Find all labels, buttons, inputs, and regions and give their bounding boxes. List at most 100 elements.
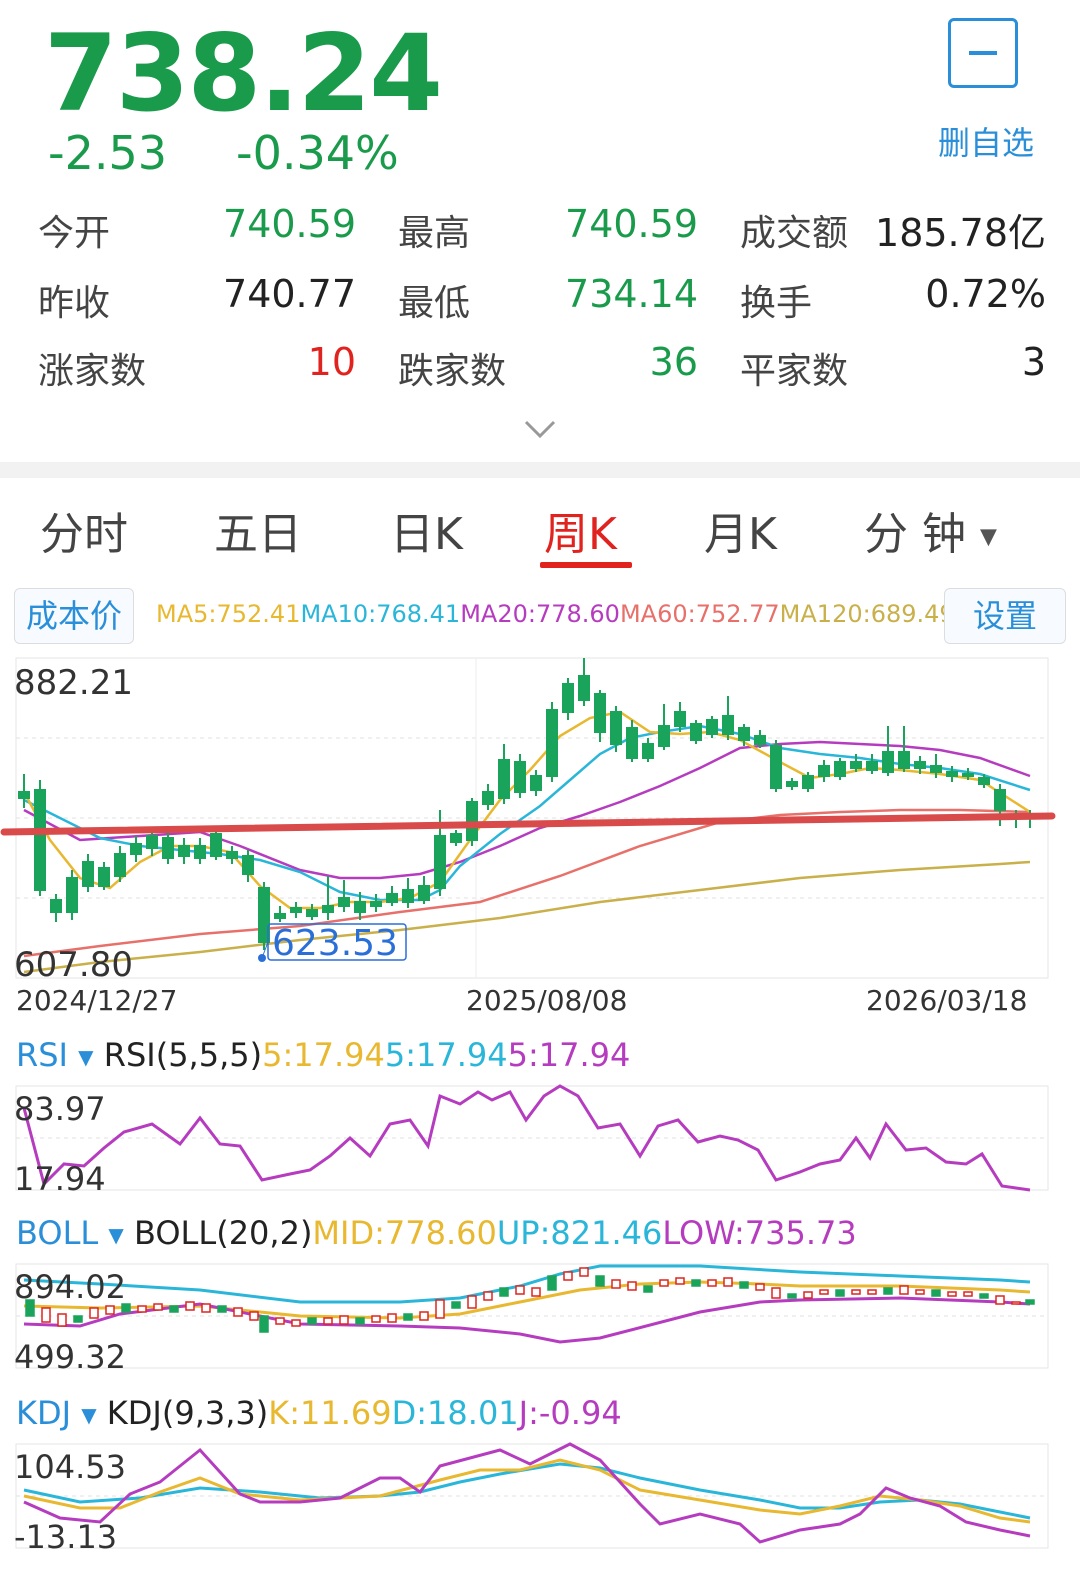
rsi-header: RSI ▼ RSI(5,5,5)5:17.945:17.945:17.94 — [16, 1036, 630, 1074]
tab-monthly-k[interactable]: 月K — [704, 509, 777, 560]
ma60-value: MA60:752.77 — [619, 600, 780, 628]
candle-body — [802, 775, 814, 789]
candle-body — [722, 715, 734, 735]
boll-mid: MID:778.60 — [312, 1214, 497, 1252]
rsi-dropdown-icon[interactable]: ▼ — [78, 1045, 94, 1069]
ma5-value: MA5:752.41 — [156, 600, 301, 628]
boll-candle — [451, 1301, 461, 1309]
settings-button[interactable]: 设置 — [944, 588, 1066, 644]
rsi-value-3: 5:17.94 — [507, 1036, 631, 1074]
candle-body — [514, 761, 526, 793]
boll-candle — [803, 1291, 813, 1299]
candle-body — [882, 751, 894, 773]
candle-body — [946, 771, 958, 777]
stat-value: 740.59 — [565, 202, 698, 246]
boll-candle — [899, 1285, 909, 1295]
boll-candle — [259, 1315, 269, 1333]
boll-candle — [867, 1289, 877, 1295]
boll-candle — [915, 1289, 925, 1295]
kdj-y-min: -13.13 — [14, 1518, 117, 1552]
boll-low: LOW:735.73 — [662, 1214, 857, 1252]
kline-x-label-end: 2026/03/18 — [866, 984, 1027, 1017]
boll-candle — [787, 1293, 797, 1299]
boll-candle — [547, 1275, 557, 1291]
tab-five-day[interactable]: 五日 — [214, 509, 302, 560]
boll-candle — [153, 1303, 163, 1311]
candle-body — [674, 711, 686, 727]
boll-candle — [563, 1271, 573, 1281]
boll-candle — [483, 1291, 493, 1301]
candle-body — [498, 759, 510, 799]
stat-value: 734.14 — [565, 272, 698, 316]
expand-chevron-icon[interactable] — [520, 408, 560, 448]
boll-candle — [201, 1303, 211, 1313]
cost-price-button[interactable]: 成本价 — [14, 588, 134, 644]
candle-body — [146, 835, 158, 849]
stat-value: 0.72% — [925, 272, 1046, 316]
candle-body — [706, 719, 718, 735]
boll-candle — [739, 1281, 749, 1289]
boll-up-line — [23, 1264, 1031, 1304]
remove-watchlist-label: 删自选 — [937, 124, 1034, 162]
candle-body — [818, 765, 830, 777]
kdj-dropdown-icon[interactable]: ▼ — [81, 1403, 97, 1427]
boll-candle — [323, 1317, 333, 1325]
rsi-params: RSI(5,5,5) — [103, 1036, 263, 1074]
candle-body — [642, 743, 654, 759]
kdj-y-max: 104.53 — [14, 1448, 126, 1486]
boll-candle — [371, 1315, 381, 1323]
candle-body — [658, 725, 670, 747]
kdj-chart: 104.53 -13.13 — [14, 1442, 1049, 1552]
boll-candle — [355, 1317, 365, 1325]
boll-candle — [185, 1301, 195, 1311]
kdj-selector[interactable]: KDJ — [16, 1394, 72, 1432]
candle-body — [290, 907, 302, 913]
boll-candle — [307, 1317, 317, 1325]
remove-watchlist-button[interactable]: 删自选 — [934, 14, 1034, 164]
boll-candle — [467, 1295, 477, 1309]
candle-body — [770, 745, 782, 789]
tab-minute[interactable]: 分时 — [40, 509, 128, 560]
candle-body — [322, 905, 334, 913]
stat-label: 最低 — [398, 283, 471, 324]
candle-body — [594, 693, 606, 733]
boll-dropdown-icon[interactable]: ▼ — [108, 1223, 124, 1247]
boll-candle — [169, 1305, 179, 1313]
candle-body — [418, 885, 430, 901]
candle-body — [18, 791, 30, 799]
candle-body — [786, 781, 798, 787]
tab-minutes-dropdown[interactable]: 分 钟 ▼ — [864, 498, 997, 562]
rsi-y-min: 17.94 — [14, 1160, 106, 1194]
candle-body — [738, 727, 750, 741]
candle-body — [626, 727, 638, 759]
kdj-j-line — [23, 1442, 1031, 1544]
stat-label: 跌家数 — [398, 351, 507, 392]
boll-candle — [819, 1289, 829, 1295]
ma120-line — [23, 860, 1031, 974]
boll-candle — [515, 1285, 525, 1295]
stat-value: 185.78亿 — [875, 211, 1046, 255]
kline-chart[interactable]: 623.53 882.21 607.80 2024/12/27 2025/08/… — [0, 650, 1080, 1022]
candle-body — [226, 851, 238, 859]
boll-candle — [419, 1311, 429, 1321]
candle-body — [994, 789, 1006, 811]
rsi-selector[interactable]: RSI — [16, 1036, 68, 1074]
boll-candle — [1025, 1299, 1035, 1305]
boll-candle — [105, 1305, 115, 1315]
candle-body — [98, 867, 110, 887]
tab-weekly-k[interactable]: 周K — [544, 509, 617, 560]
candle-body — [34, 789, 46, 891]
boll-selector[interactable]: BOLL — [16, 1214, 99, 1252]
dropdown-caret-icon: ▼ — [980, 524, 997, 550]
boll-candle — [1011, 1301, 1021, 1305]
boll-params: BOLL(20,2) — [133, 1214, 313, 1252]
boll-candle — [579, 1267, 589, 1277]
boll-candle — [707, 1279, 717, 1287]
current-price: 738.24 — [44, 12, 443, 135]
kline-y-min: 607.80 — [14, 945, 133, 985]
ma120-value: MA120:689.49 — [779, 600, 955, 628]
stat-value: 10 — [307, 340, 356, 384]
tab-daily-k[interactable]: 日K — [390, 509, 463, 560]
boll-candle — [73, 1315, 83, 1323]
low-point-label-box — [267, 923, 407, 961]
